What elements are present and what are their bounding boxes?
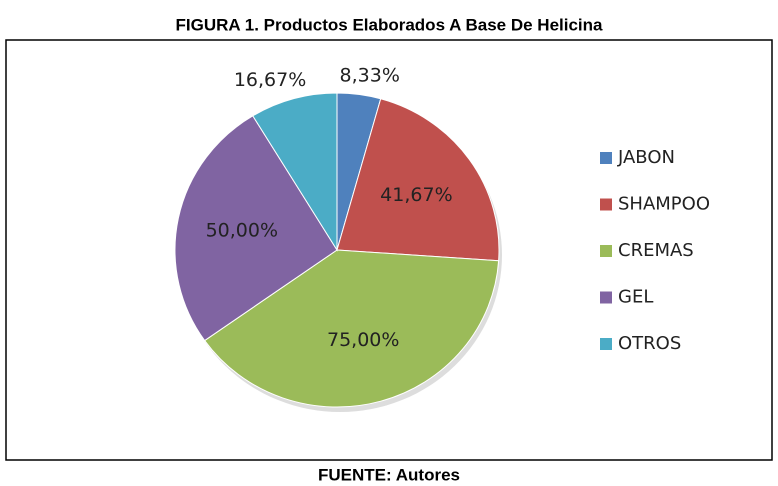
legend-swatch [600, 245, 612, 257]
pie-slice [336, 98, 500, 262]
data-label: 75,00% [327, 329, 399, 351]
legend-swatch [600, 291, 612, 304]
data-label: 8,33% [340, 64, 400, 86]
legend-swatch [600, 198, 612, 211]
legend-label: SHAMPOO [618, 194, 710, 215]
legend-label: OTROS [618, 333, 681, 354]
chart-source: FUENTE: Autores [318, 465, 460, 484]
data-label: 16,67% [234, 69, 306, 91]
legend-swatch [600, 338, 612, 350]
legend-swatch [600, 152, 612, 164]
pie-slice [174, 115, 338, 342]
pie-slice [203, 249, 500, 408]
legend-label: GEL [618, 287, 653, 308]
legend-label: CREMAS [618, 240, 694, 261]
data-label: 50,00% [206, 219, 278, 241]
legend-label: JABON [617, 147, 675, 168]
chart-title: FIGURA 1. Productos Elaborados A Base De… [176, 15, 604, 34]
data-label: 41,67% [380, 184, 452, 206]
pie-slice [252, 92, 338, 252]
